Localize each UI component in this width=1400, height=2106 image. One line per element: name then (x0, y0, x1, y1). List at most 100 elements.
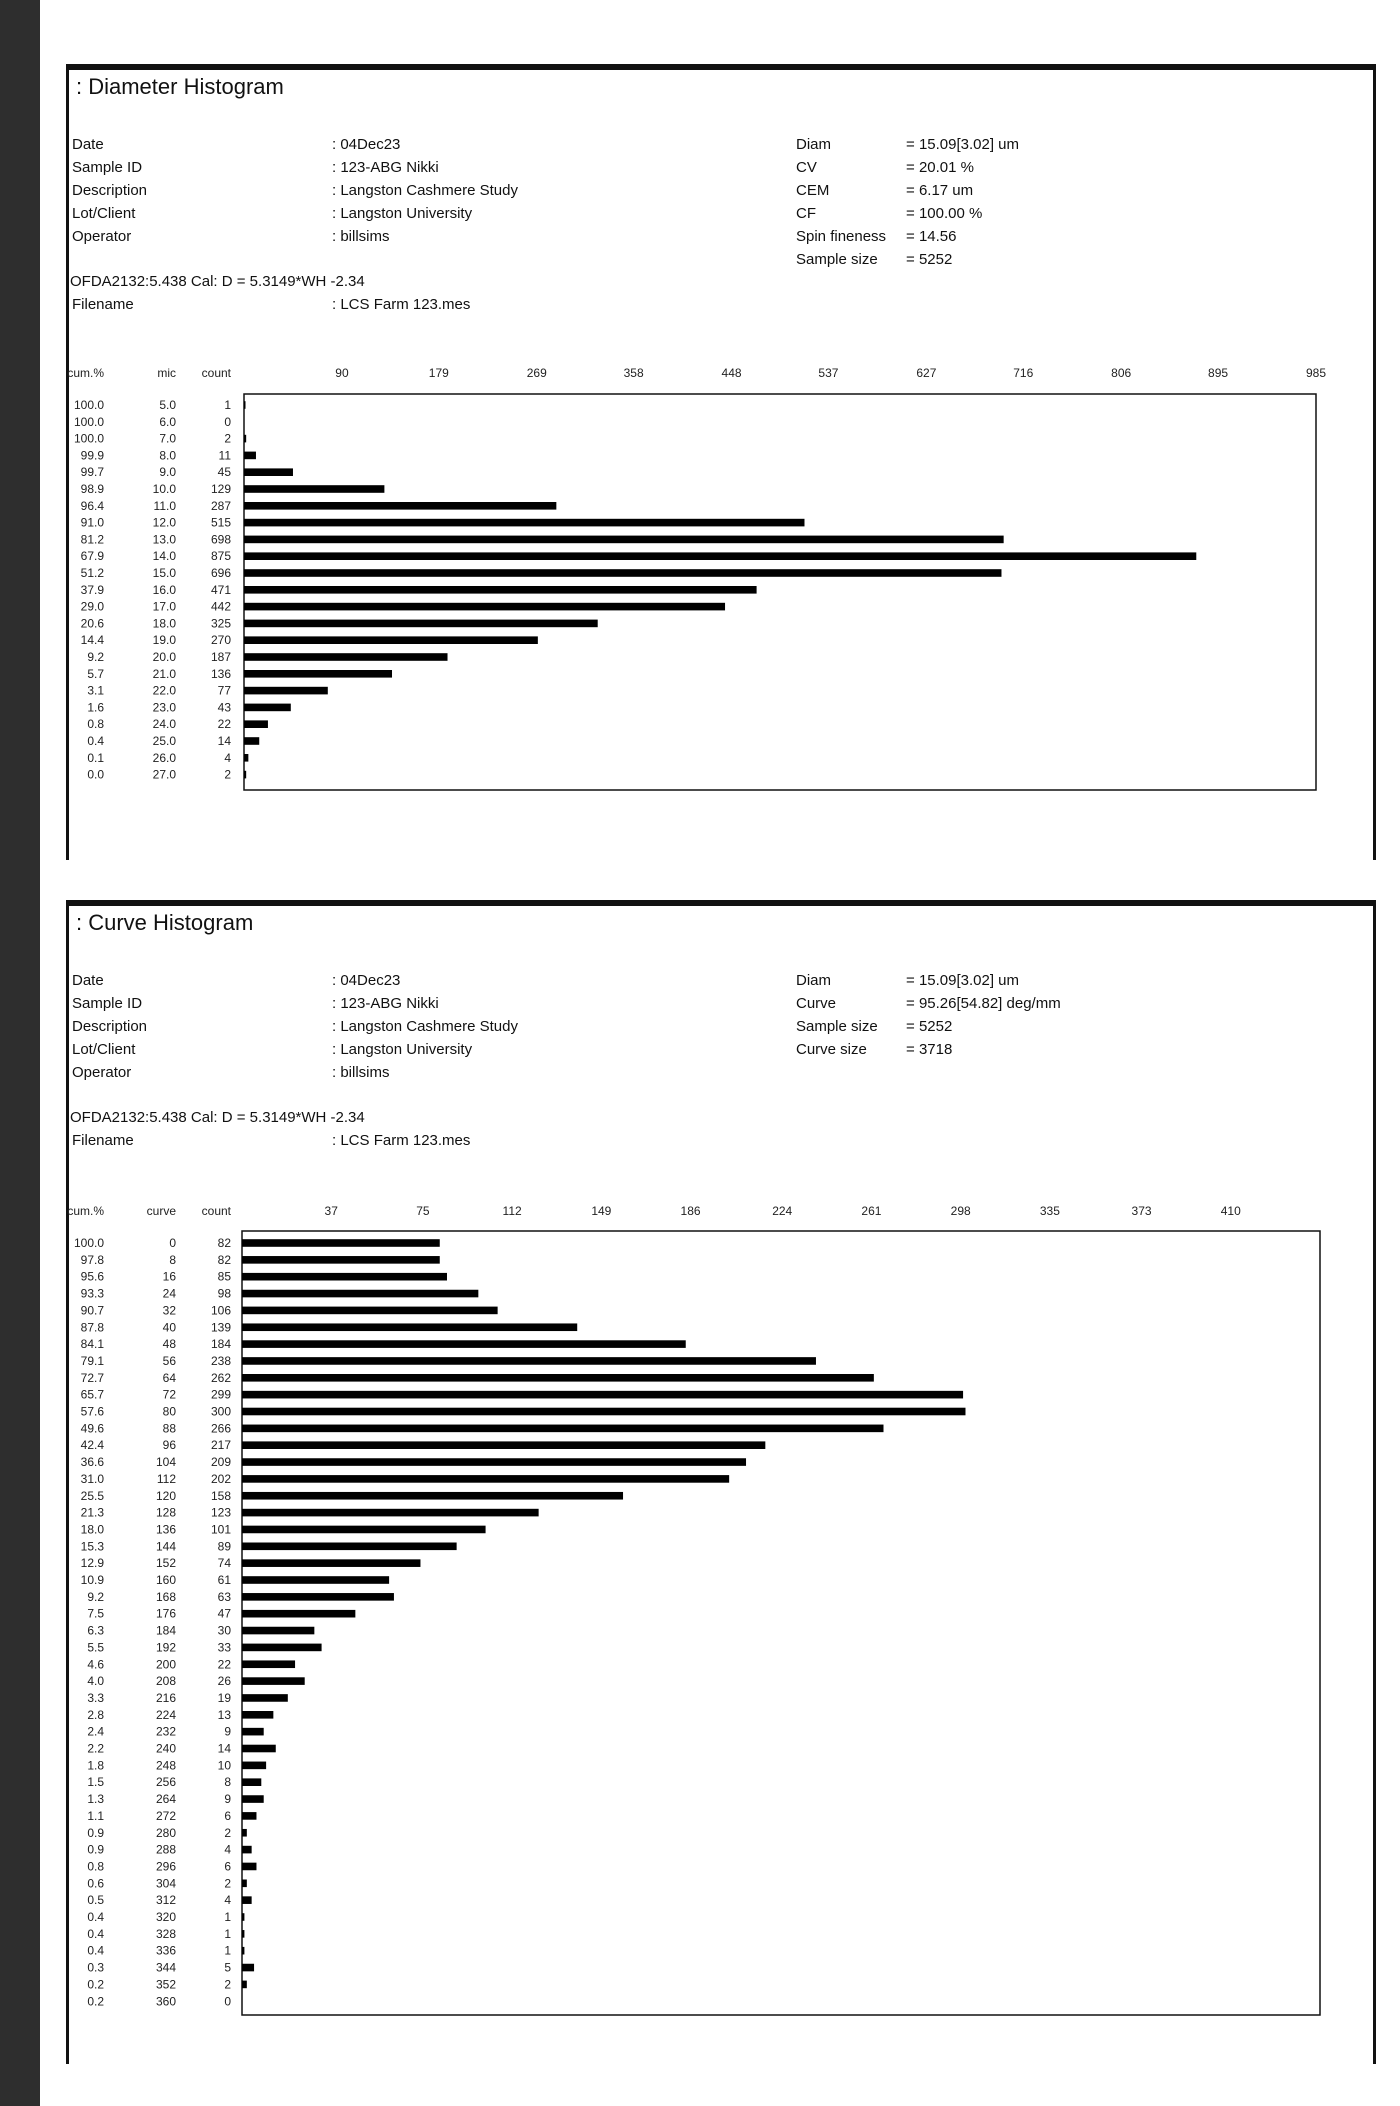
histogram-bar (242, 1862, 257, 1871)
count-label: 325 (211, 616, 231, 630)
histogram-bar (242, 1441, 766, 1449)
histogram-bar (244, 720, 268, 728)
histogram-bar (244, 602, 726, 611)
cum-percent-label: 29.0 (81, 600, 105, 614)
cum-percent-label: 96.4 (81, 499, 105, 513)
histogram-bar (242, 1357, 816, 1365)
count-label: 82 (218, 1236, 232, 1250)
cum-percent-label: 1.5 (87, 1775, 104, 1789)
filename-value: LCS Farm 123.mes (332, 1132, 470, 1149)
histogram-bar (242, 1593, 394, 1601)
sample-size-value: 5252 (906, 251, 952, 268)
spin-fineness-label: Spin fineness (796, 228, 887, 245)
cum-percent-label: 93.3 (81, 1287, 105, 1301)
count-label: 123 (211, 1506, 231, 1520)
bin-label: 104 (156, 1455, 176, 1469)
histogram-bar (242, 1390, 964, 1399)
operator-value: billsims (332, 228, 389, 245)
histogram-bar (242, 1845, 252, 1854)
cv-stat-label: CV (796, 159, 817, 176)
bin-label: 280 (156, 1826, 176, 1840)
sheet-right-border (1373, 64, 1376, 860)
count-label: 4 (224, 1893, 231, 1907)
count-label: 106 (211, 1303, 231, 1317)
lot-client-value: Langston University (332, 205, 472, 222)
cum-percent-label: 100.0 (74, 415, 104, 429)
bin-label: 200 (156, 1657, 176, 1671)
histogram-bar (242, 1879, 247, 1888)
x-tick-label: 627 (916, 366, 936, 380)
histogram-bar (242, 1239, 440, 1247)
cum-percent-label: 10.9 (81, 1573, 105, 1587)
cem-stat-value: 6.17 um (906, 182, 973, 199)
x-tick-label: 298 (951, 1204, 971, 1218)
cum-percent-label: 1.3 (87, 1792, 104, 1806)
cum-percent-label: 3.1 (87, 684, 104, 698)
count-label: 61 (218, 1573, 232, 1587)
histogram-bar (244, 737, 260, 745)
bin-label: 15.0 (153, 566, 177, 580)
cf-stat-value: 100.00 % (906, 205, 982, 222)
filename-label: Filename (72, 1132, 134, 1149)
bin-label: 192 (156, 1640, 176, 1654)
cum-percent-label: 95.6 (81, 1270, 105, 1284)
histogram-bar (244, 401, 246, 409)
histogram-bar (242, 1812, 257, 1820)
bin-label: 14.0 (153, 549, 177, 563)
bin-label: 224 (156, 1708, 176, 1722)
cum-percent-label: 15.3 (81, 1539, 105, 1553)
count-label: 158 (211, 1489, 231, 1503)
count-label: 98 (218, 1287, 232, 1301)
lot-client-label: Lot/Client (72, 1041, 136, 1058)
histogram-bar (242, 1677, 305, 1685)
sample-id-label: Sample ID (72, 995, 143, 1012)
count-label: 22 (218, 1657, 232, 1671)
histogram-bar (242, 1475, 730, 1483)
x-tick-label: 716 (1013, 366, 1033, 380)
bin-label: 296 (156, 1859, 176, 1873)
diam-stat-label: Diam (796, 136, 832, 153)
description-label: Description (72, 182, 148, 199)
cv-stat-value: 20.01 % (906, 159, 974, 176)
bin-label: 344 (156, 1961, 176, 1975)
count-label: 43 (218, 700, 232, 714)
cum-percent-label: 5.5 (87, 1640, 104, 1654)
count-label: 129 (211, 482, 231, 496)
bin-label: 144 (156, 1539, 176, 1553)
curve-histogram-sheet: : Curve Histogram Date 04Dec23 Sample ID… (66, 900, 1376, 2064)
bin-label: 17.0 (153, 600, 177, 614)
cum-percent-label: 36.6 (81, 1455, 105, 1469)
bin-label: 272 (156, 1809, 176, 1823)
histogram-bar (244, 670, 393, 678)
count-label: 471 (211, 583, 231, 597)
cum-percent-label: 25.5 (81, 1489, 105, 1503)
histogram-bar (242, 1576, 390, 1584)
x-tick-label: 448 (722, 366, 742, 380)
cum-percent-label: 21.3 (81, 1506, 105, 1520)
sample-size-value: 5252 (906, 1018, 952, 1035)
histogram-bar (242, 1660, 296, 1669)
histogram-bar (242, 1323, 578, 1332)
histogram-bar (242, 1930, 245, 1938)
x-tick-label: 186 (681, 1204, 701, 1218)
bin-label: 128 (156, 1506, 176, 1520)
sheet-top-border (66, 900, 1376, 906)
bin-label: 304 (156, 1876, 176, 1890)
bin-label: 184 (156, 1624, 176, 1638)
cum-percent-label: 98.9 (81, 482, 105, 496)
count-label: 299 (211, 1388, 231, 1402)
curve-size-label: Curve size (796, 1041, 867, 1058)
bin-label: 176 (156, 1607, 176, 1621)
histogram-bar (242, 1896, 252, 1904)
count-label: 217 (211, 1438, 231, 1452)
description-value: Langston Cashmere Study (332, 1018, 518, 1035)
count-label: 698 (211, 532, 231, 546)
histogram-bar (242, 1643, 322, 1652)
histogram-bar (242, 1828, 247, 1837)
histogram-bar (242, 1458, 747, 1466)
count-label: 1 (224, 1910, 231, 1924)
lot-client-value: Langston University (332, 1041, 472, 1058)
bin-label: 7.0 (159, 432, 176, 446)
count-header: count (202, 366, 232, 380)
bin-label: 248 (156, 1758, 176, 1772)
